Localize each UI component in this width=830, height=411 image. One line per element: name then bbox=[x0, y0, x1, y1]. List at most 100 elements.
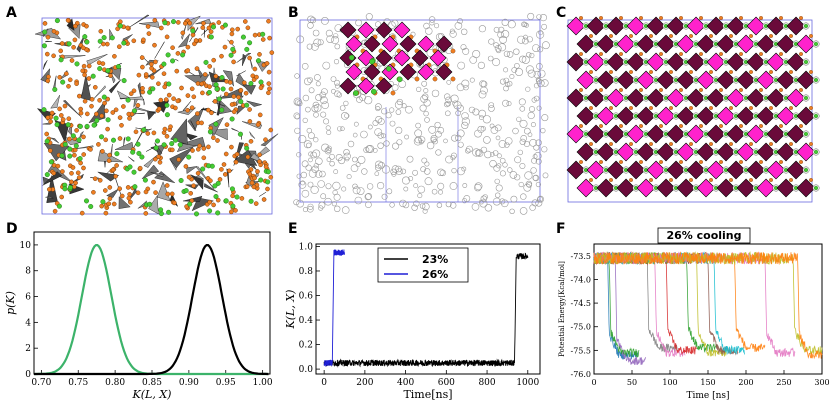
orange-atom bbox=[62, 103, 68, 109]
ghost-atom bbox=[307, 77, 313, 83]
orange-atom bbox=[174, 68, 180, 74]
orange-atom bbox=[266, 18, 271, 24]
ghost-atom bbox=[296, 173, 302, 179]
ghost-atom bbox=[444, 93, 451, 100]
ghost-atom bbox=[541, 23, 547, 30]
polyhedron bbox=[62, 100, 82, 118]
orange-atom bbox=[224, 122, 230, 127]
orange-atom bbox=[263, 164, 269, 170]
green-atom bbox=[62, 141, 68, 147]
ghost-atom bbox=[461, 28, 468, 35]
orange-atom bbox=[60, 117, 66, 122]
orange-atom bbox=[233, 159, 239, 165]
green-atom bbox=[139, 154, 145, 160]
structure-image-b bbox=[293, 12, 550, 215]
orange-atom bbox=[208, 178, 213, 183]
green-atom bbox=[97, 66, 103, 72]
ghost-atom bbox=[422, 208, 428, 214]
green-atom bbox=[110, 137, 116, 143]
ghost-atom bbox=[399, 199, 407, 208]
green-atom bbox=[803, 95, 809, 101]
ghost-atom bbox=[338, 157, 346, 165]
orange-atom bbox=[619, 16, 623, 20]
orange-atom bbox=[659, 88, 663, 92]
ghost-atom bbox=[499, 198, 506, 205]
ghost-atom bbox=[350, 164, 359, 172]
orange-atom bbox=[230, 193, 235, 199]
orange-atom bbox=[189, 86, 195, 92]
orange-atom bbox=[659, 124, 663, 128]
ghost-atom bbox=[496, 153, 502, 159]
ghost-atom bbox=[535, 77, 541, 83]
polyhedron bbox=[222, 70, 234, 87]
orange-atom bbox=[699, 16, 703, 20]
orange-atom bbox=[589, 178, 593, 182]
orange-atom bbox=[60, 169, 65, 174]
simulation-box bbox=[41, 17, 273, 215]
ghost-atom bbox=[431, 89, 440, 98]
green-atom bbox=[117, 23, 123, 29]
legend-box bbox=[377, 247, 469, 283]
ghost-atom bbox=[479, 80, 487, 88]
octahedron bbox=[576, 106, 596, 126]
orange-atom bbox=[133, 129, 139, 135]
orange-atom bbox=[114, 163, 119, 168]
ghost-atom bbox=[507, 20, 516, 29]
green-atom bbox=[101, 94, 107, 100]
octahedron bbox=[716, 178, 736, 198]
orange-atom bbox=[78, 106, 84, 112]
green-atom bbox=[77, 123, 83, 129]
green-atom bbox=[371, 88, 377, 95]
octahedron bbox=[576, 34, 596, 54]
ghost-atom bbox=[510, 195, 518, 203]
ghost-atom bbox=[360, 130, 368, 139]
orange-atom bbox=[119, 123, 124, 128]
octahedron bbox=[566, 88, 586, 108]
ghost-atom bbox=[533, 83, 540, 89]
ghost-atom bbox=[489, 123, 495, 129]
orange-atom bbox=[239, 196, 245, 201]
green-atom bbox=[215, 210, 221, 216]
ghost-atom bbox=[536, 30, 545, 39]
ghost-atom bbox=[472, 148, 481, 157]
ghost-atom bbox=[537, 69, 546, 78]
green-atom bbox=[265, 169, 271, 175]
ghost-atom bbox=[352, 132, 358, 138]
orange-atom bbox=[229, 144, 234, 150]
orange-atom bbox=[201, 146, 207, 151]
green-atom bbox=[53, 115, 59, 121]
y-tick-label: 1.0 bbox=[299, 242, 314, 252]
ghost-atom bbox=[496, 47, 502, 54]
orange-atom bbox=[117, 136, 123, 141]
orange-atom bbox=[49, 110, 55, 116]
octahedron bbox=[393, 49, 411, 67]
ghost-atom bbox=[492, 197, 501, 206]
ghost-atom bbox=[517, 35, 526, 44]
x-axis-label: K(L, X) bbox=[132, 388, 172, 401]
polyhedron bbox=[169, 147, 194, 169]
orange-atom bbox=[84, 23, 89, 29]
green-atom bbox=[229, 186, 235, 192]
ghost-atom bbox=[463, 195, 471, 202]
orange-atom bbox=[152, 42, 157, 48]
ghost-atom bbox=[364, 96, 373, 105]
chart-e: 0 200 400 600 800 1000 0.0 0.2 0.4 0.6 0.8 1.0 Time[… bbox=[284, 242, 541, 401]
ghost-atom bbox=[418, 136, 426, 144]
orange-atom bbox=[799, 16, 803, 20]
orange-atom bbox=[679, 52, 683, 56]
ghost-atom bbox=[333, 79, 340, 86]
ghost-atom bbox=[502, 99, 510, 107]
green-atom bbox=[105, 68, 111, 74]
orange-atom bbox=[689, 106, 693, 110]
octahedron bbox=[656, 70, 676, 90]
x-tick-label: 0.95 bbox=[216, 378, 236, 388]
orange-atom bbox=[679, 124, 683, 128]
orange-atom bbox=[201, 155, 207, 161]
orange-atom bbox=[669, 34, 673, 38]
orange-atom bbox=[769, 178, 773, 182]
orange-atom bbox=[185, 108, 190, 113]
panel-label-c: C bbox=[556, 5, 567, 21]
green-atom bbox=[130, 149, 136, 155]
green-atom bbox=[125, 136, 131, 142]
ghost-atom bbox=[421, 157, 428, 164]
